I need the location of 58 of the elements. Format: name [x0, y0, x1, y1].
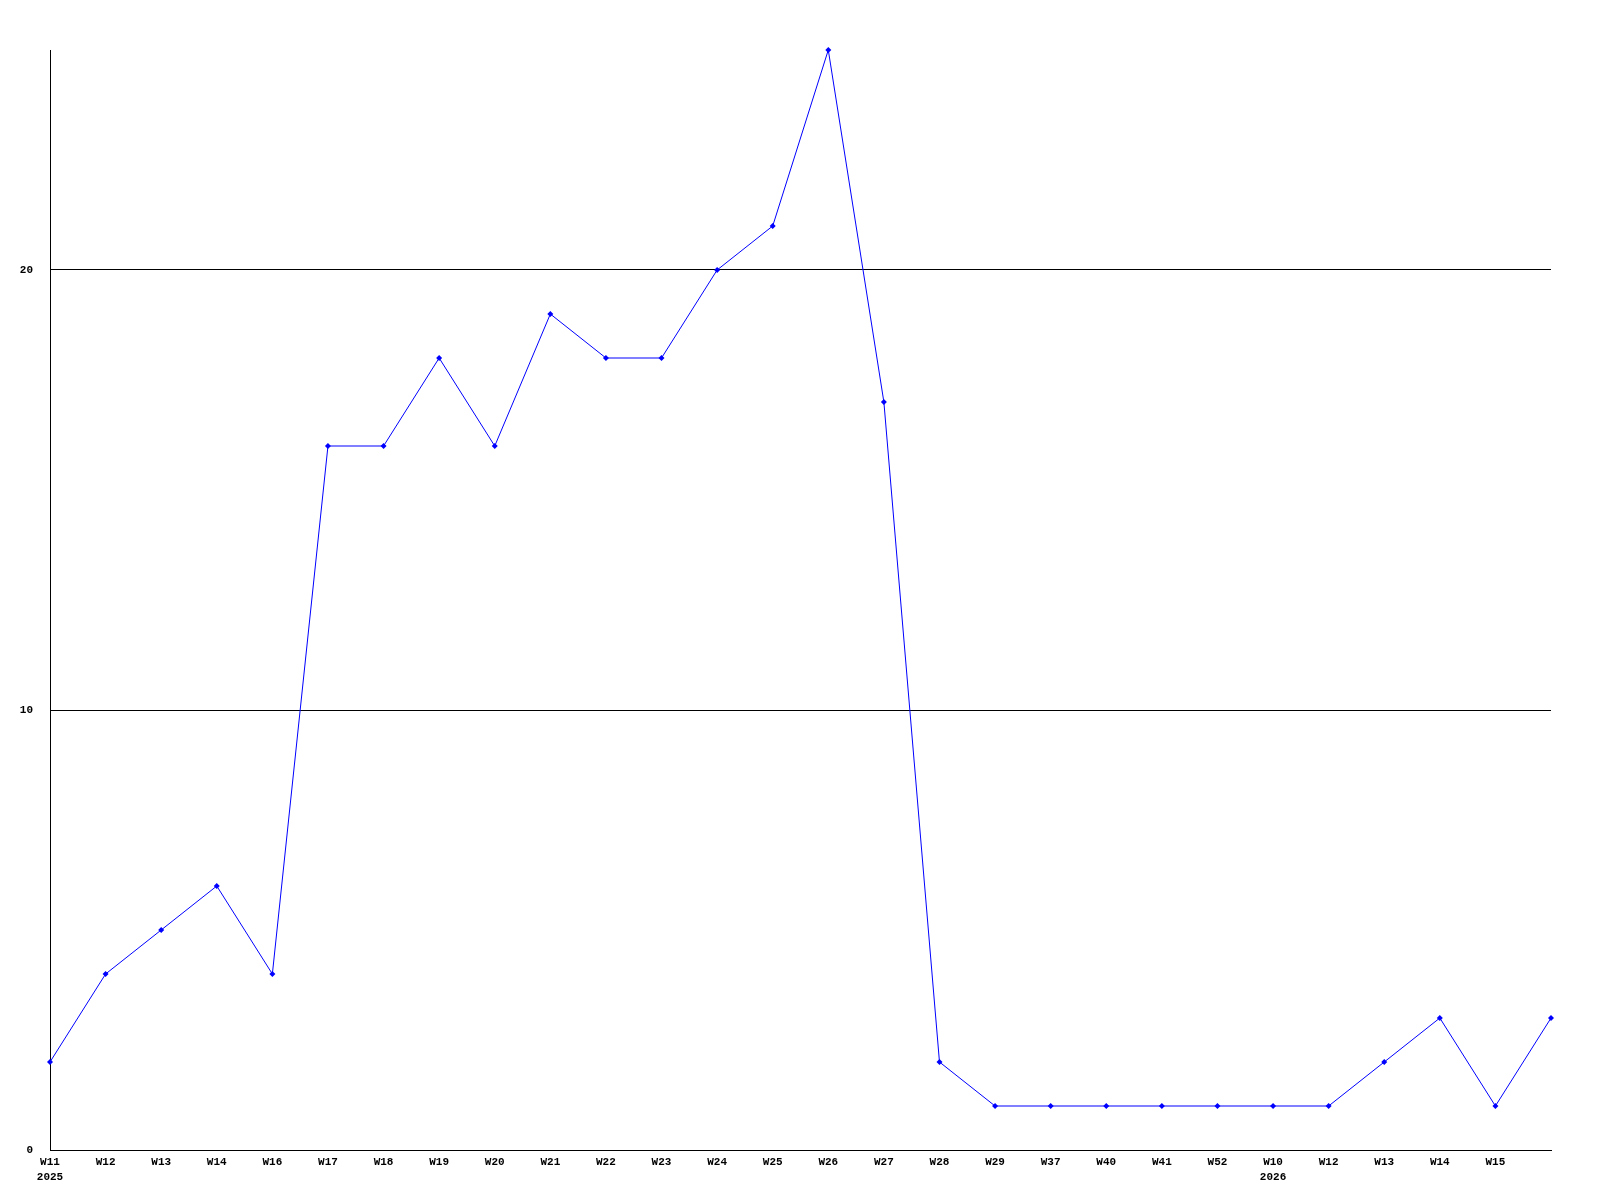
y-tick-label: 0	[26, 1143, 33, 1156]
x-tick-label: W12	[95, 1156, 116, 1169]
x-tick-label: W21	[540, 1156, 561, 1169]
x-tick-label: W16	[262, 1156, 283, 1169]
x-tick-label: W18	[373, 1156, 394, 1169]
x-tick-label: W26	[818, 1156, 839, 1169]
point	[714, 267, 721, 273]
x-tick-label: W27	[873, 1156, 894, 1169]
y-tick-label: 10	[19, 703, 33, 716]
point	[602, 355, 609, 361]
point	[1158, 1103, 1165, 1109]
x-tick-label: W14	[206, 1156, 228, 1169]
x-tick-label: W19	[429, 1156, 450, 1169]
x-tick-label: W37	[1040, 1156, 1061, 1169]
x-tick-label: W13	[1374, 1156, 1395, 1169]
point	[102, 971, 109, 977]
point	[436, 355, 443, 361]
x-tick-label: W24	[707, 1156, 728, 1169]
point	[1047, 1103, 1054, 1109]
x-tick-label: W23	[651, 1156, 672, 1169]
point	[769, 223, 776, 229]
y-tick-label: 20	[19, 263, 33, 276]
x-tick-label: W14	[1429, 1156, 1451, 1169]
x-tick-label: W15	[1485, 1156, 1506, 1169]
point	[1548, 1015, 1554, 1021]
x-tick-label: W25	[762, 1156, 783, 1169]
point	[1325, 1103, 1332, 1109]
point	[47, 1059, 53, 1065]
x-tick-label: W13	[151, 1156, 172, 1169]
point	[1270, 1103, 1277, 1109]
x-tick-label: W12	[1318, 1156, 1339, 1169]
x-tick-label: W22	[596, 1156, 616, 1169]
point	[936, 1059, 943, 1065]
point	[825, 47, 832, 53]
point	[658, 355, 665, 361]
x-tick-label: W17	[318, 1156, 338, 1169]
point	[380, 443, 387, 449]
x-tick-label: W28	[929, 1156, 950, 1169]
x-tick-label: W41	[1151, 1156, 1173, 1169]
point	[213, 883, 220, 889]
x-tick-label: W10 2026	[1259, 1156, 1287, 1184]
x-tick-label: W40	[1096, 1156, 1117, 1169]
point	[1436, 1015, 1443, 1021]
point	[880, 399, 887, 405]
point	[1381, 1059, 1388, 1065]
x-tick-label: W52	[1207, 1156, 1228, 1169]
x-tick-label: W11 2025	[36, 1156, 64, 1184]
point	[1103, 1103, 1110, 1109]
point	[1214, 1103, 1221, 1109]
x-tick-label: W20	[484, 1156, 505, 1169]
x-tick-label: W29	[985, 1156, 1005, 1169]
point	[547, 311, 554, 317]
point	[324, 443, 331, 449]
point	[269, 971, 276, 977]
point	[1492, 1103, 1499, 1109]
point	[158, 927, 165, 933]
point	[491, 443, 498, 449]
point	[992, 1103, 999, 1109]
